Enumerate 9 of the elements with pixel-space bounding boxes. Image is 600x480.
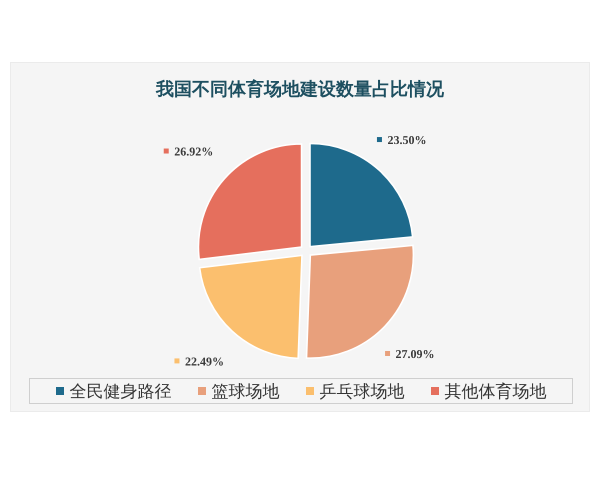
data-label: 23.50%: [387, 133, 426, 148]
legend-label: 其他体育场地: [444, 380, 546, 402]
chart-title: 我国不同体育场地建设数量占比情况: [154, 78, 445, 101]
data-label: 22.49%: [184, 354, 224, 368]
data-label: 27.09%: [396, 346, 435, 361]
legend-label: 乒乓球场地: [320, 380, 404, 402]
legend-label: 全民健身路径: [70, 380, 172, 402]
data-label: 26.92%: [174, 144, 214, 159]
legend-label: 篮球场地: [212, 380, 280, 402]
